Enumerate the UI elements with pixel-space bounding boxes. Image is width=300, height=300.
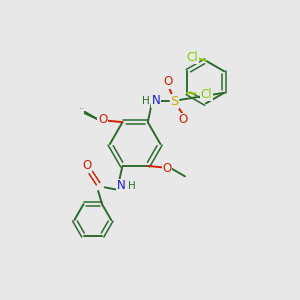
Text: methyl: methyl (80, 108, 85, 110)
Text: H: H (142, 96, 150, 106)
Text: N: N (117, 179, 125, 192)
Text: O: O (164, 75, 172, 88)
Text: Cl: Cl (201, 88, 212, 101)
Text: S: S (170, 95, 179, 108)
Text: O: O (82, 159, 92, 172)
Text: O: O (98, 113, 107, 126)
Text: O: O (179, 113, 188, 126)
Text: O: O (163, 162, 172, 176)
Text: H: H (128, 181, 136, 191)
Text: Cl: Cl (187, 51, 198, 64)
Text: N: N (152, 94, 160, 107)
